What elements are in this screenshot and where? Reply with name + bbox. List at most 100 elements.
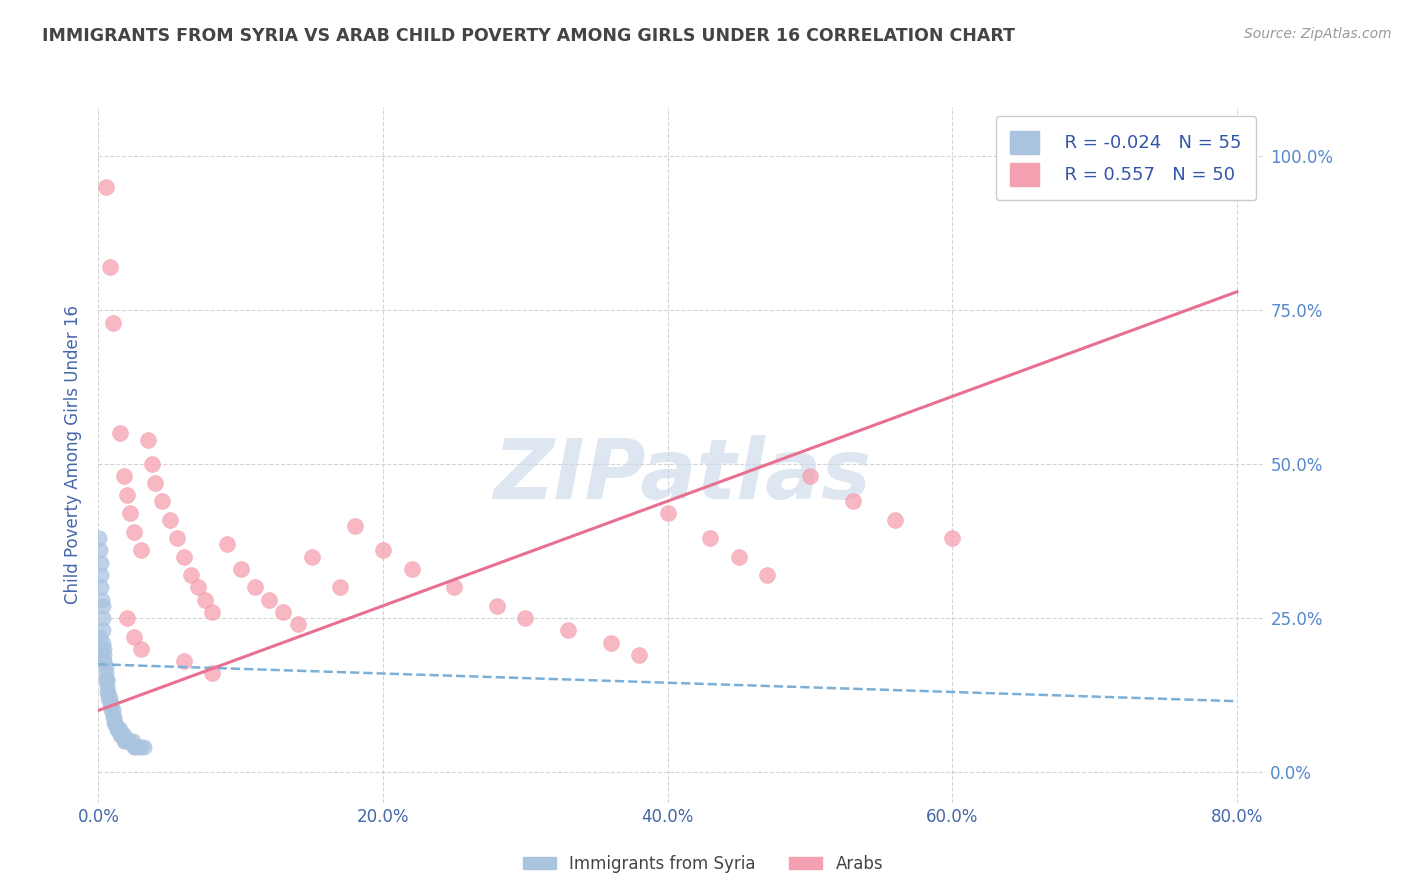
Point <box>115 734 138 748</box>
Point <box>122 740 145 755</box>
Text: Source: ZipAtlas.com: Source: ZipAtlas.com <box>1244 27 1392 41</box>
Point <box>273 605 295 619</box>
Point <box>628 648 651 662</box>
Point <box>136 433 159 447</box>
Point <box>343 518 366 533</box>
Point <box>91 599 114 613</box>
Point <box>129 641 152 656</box>
Point <box>515 611 537 625</box>
Point <box>91 654 114 668</box>
Point <box>108 426 131 441</box>
Point <box>90 556 112 570</box>
Point <box>122 524 145 539</box>
Point <box>166 531 188 545</box>
Point <box>103 709 125 723</box>
Point <box>118 734 141 748</box>
Point <box>124 740 146 755</box>
Point <box>96 673 118 687</box>
Point <box>122 630 145 644</box>
Point <box>97 685 120 699</box>
Point <box>557 624 579 638</box>
Point <box>143 475 166 490</box>
Point <box>107 722 129 736</box>
Point <box>104 715 127 730</box>
Point <box>329 580 352 594</box>
Point <box>301 549 323 564</box>
Point <box>94 673 117 687</box>
Point <box>89 630 111 644</box>
Point <box>132 740 155 755</box>
Point <box>401 562 423 576</box>
Legend: Immigrants from Syria, Arabs: Immigrants from Syria, Arabs <box>516 848 890 880</box>
Point <box>173 549 195 564</box>
Point <box>201 605 224 619</box>
Point <box>91 611 114 625</box>
Point <box>152 494 174 508</box>
Point <box>96 673 118 687</box>
Point <box>94 666 117 681</box>
Point <box>100 698 122 712</box>
Point <box>91 624 114 638</box>
Point <box>727 549 749 564</box>
Point <box>93 641 115 656</box>
Point <box>94 660 117 674</box>
Point <box>841 494 863 508</box>
Text: ZIPatlas: ZIPatlas <box>494 435 870 516</box>
Point <box>101 709 124 723</box>
Point <box>89 531 111 545</box>
Point <box>941 531 963 545</box>
Point <box>98 260 121 274</box>
Point <box>104 715 127 730</box>
Point <box>756 568 779 582</box>
Text: IMMIGRANTS FROM SYRIA VS ARAB CHILD POVERTY AMONG GIRLS UNDER 16 CORRELATION CHA: IMMIGRANTS FROM SYRIA VS ARAB CHILD POVE… <box>42 27 1015 45</box>
Point <box>443 580 465 594</box>
Point <box>127 740 149 755</box>
Point <box>103 715 125 730</box>
Point <box>180 568 202 582</box>
Point <box>129 543 152 558</box>
Point <box>194 592 217 607</box>
Point <box>118 507 141 521</box>
Point <box>105 722 128 736</box>
Point <box>90 568 112 582</box>
Point <box>96 685 118 699</box>
Point <box>94 180 117 194</box>
Y-axis label: Child Poverty Among Girls Under 16: Child Poverty Among Girls Under 16 <box>65 305 83 605</box>
Point <box>108 722 131 736</box>
Point <box>101 703 124 717</box>
Point <box>371 543 394 558</box>
Point <box>799 469 821 483</box>
Point <box>110 728 132 742</box>
Point <box>201 666 224 681</box>
Point <box>215 537 238 551</box>
Point <box>112 728 135 742</box>
Point <box>93 654 115 668</box>
Point <box>187 580 209 594</box>
Point <box>229 562 252 576</box>
Point <box>89 543 111 558</box>
Point <box>117 734 139 748</box>
Point <box>159 512 181 526</box>
Point <box>110 728 132 742</box>
Point <box>121 734 143 748</box>
Point <box>599 636 621 650</box>
Point <box>141 457 163 471</box>
Point <box>115 611 138 625</box>
Point <box>287 617 309 632</box>
Point <box>129 740 152 755</box>
Point <box>97 691 120 706</box>
Point <box>91 592 114 607</box>
Point <box>699 531 721 545</box>
Point <box>105 722 128 736</box>
Point <box>243 580 266 594</box>
Point <box>101 316 124 330</box>
Point <box>90 580 112 594</box>
Point <box>257 592 280 607</box>
Point <box>884 512 907 526</box>
Point <box>100 703 122 717</box>
Point <box>98 691 121 706</box>
Point <box>485 599 508 613</box>
Legend:   R = -0.024   N = 55,   R = 0.557   N = 50: R = -0.024 N = 55, R = 0.557 N = 50 <box>995 116 1257 201</box>
Point <box>173 654 195 668</box>
Point <box>114 734 136 748</box>
